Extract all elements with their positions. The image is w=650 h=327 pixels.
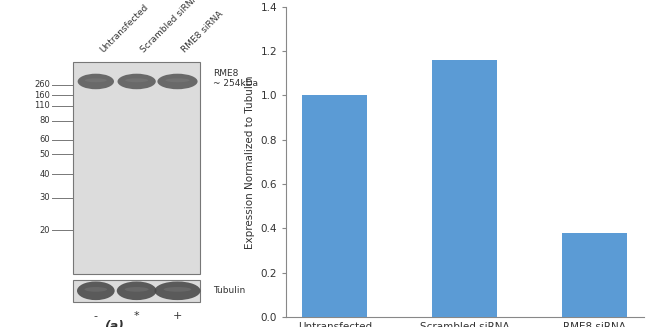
Text: 50: 50 [40,150,50,159]
Text: (a): (a) [104,320,124,327]
Text: RME8
~ 254kDa: RME8 ~ 254kDa [213,69,258,88]
Text: *: * [134,311,140,321]
Text: 110: 110 [34,101,50,110]
FancyBboxPatch shape [73,62,200,274]
Ellipse shape [77,74,114,89]
Text: RME8 siRNA: RME8 siRNA [180,10,225,55]
Ellipse shape [155,282,200,300]
Text: Untransfected: Untransfected [98,3,150,55]
Bar [562,233,627,317]
Text: Tubulin: Tubulin [213,286,246,295]
Text: 160: 160 [34,91,50,100]
Text: 80: 80 [39,116,50,125]
Ellipse shape [125,78,148,82]
Ellipse shape [85,78,107,82]
Ellipse shape [164,287,191,292]
Ellipse shape [166,78,190,82]
Ellipse shape [84,287,107,292]
Ellipse shape [157,74,198,89]
FancyBboxPatch shape [73,280,200,301]
Bar [432,60,497,317]
Text: 60: 60 [39,135,50,144]
Text: Scrambled siRNA: Scrambled siRNA [139,0,201,55]
Text: 260: 260 [34,80,50,89]
Ellipse shape [118,74,156,89]
Text: 40: 40 [40,170,50,179]
Text: -: - [94,311,98,321]
Y-axis label: Expression Normalized to Tubulin: Expression Normalized to Tubulin [245,75,255,249]
Ellipse shape [77,282,114,300]
Text: 20: 20 [40,226,50,235]
Bar [302,95,367,317]
Ellipse shape [125,287,149,292]
Text: 30: 30 [39,193,50,202]
Text: +: + [173,311,182,321]
Ellipse shape [117,282,157,300]
